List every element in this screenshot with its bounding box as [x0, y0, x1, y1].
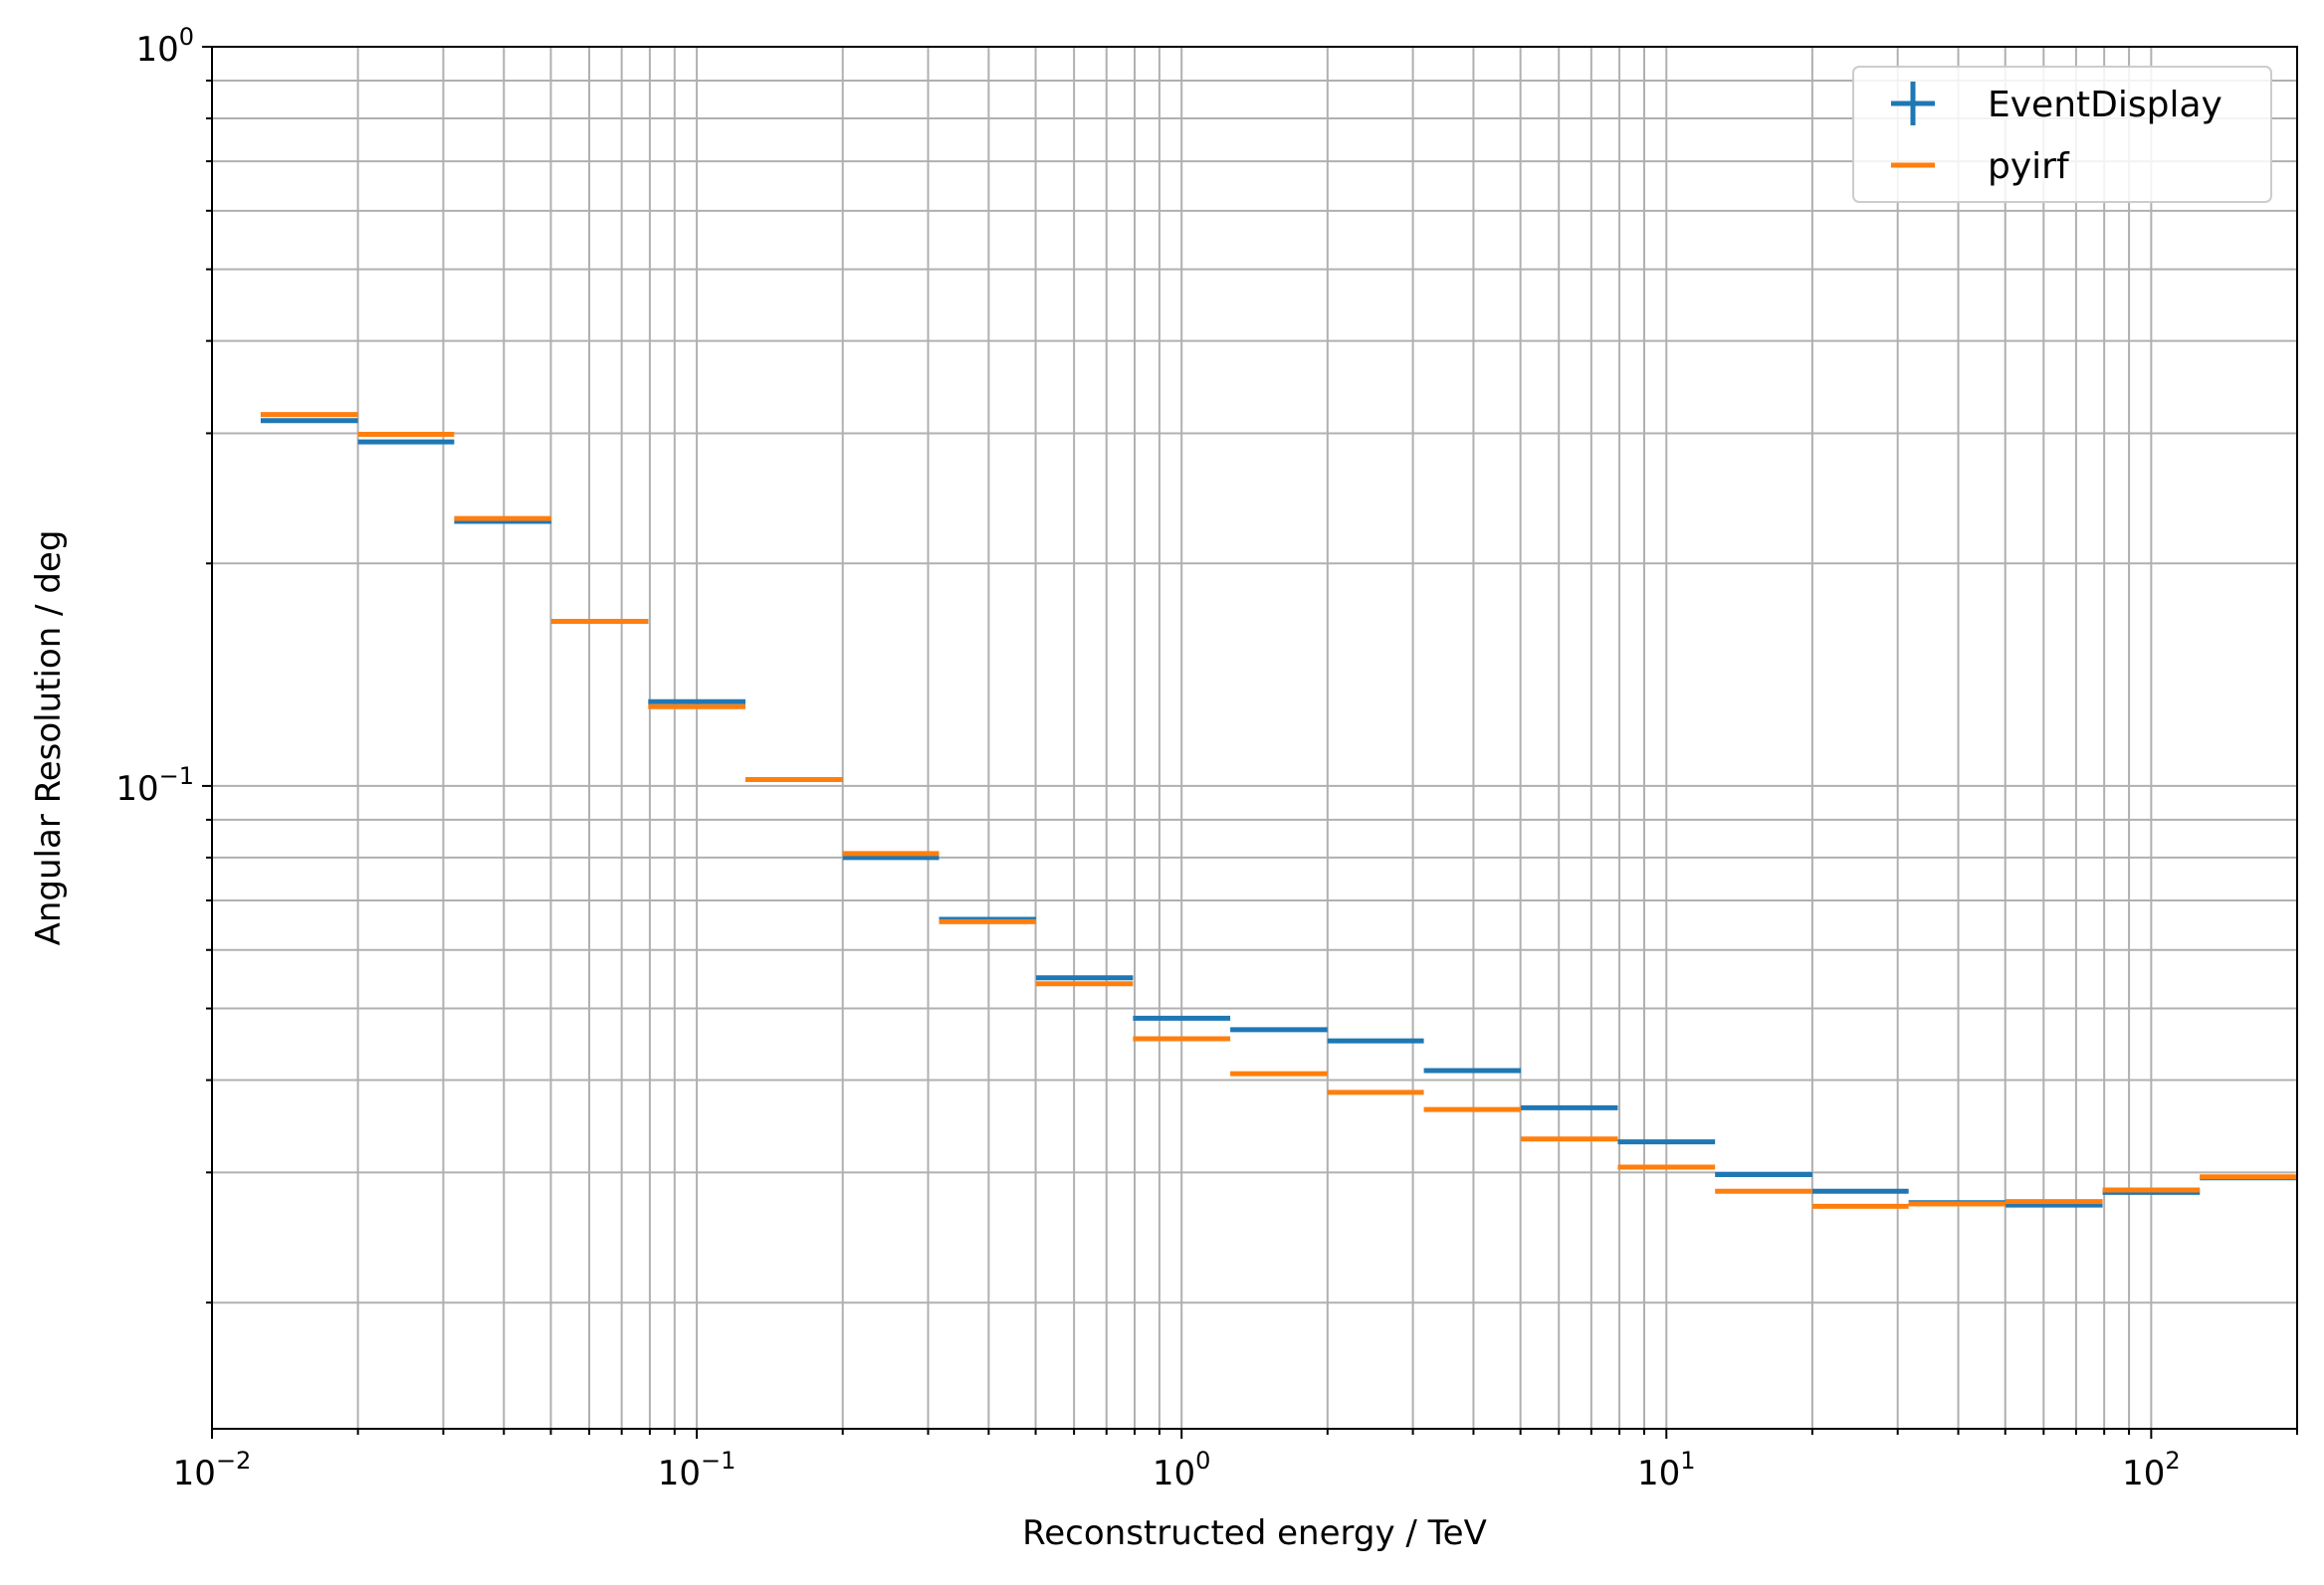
plot-series [260, 412, 2297, 1209]
legend-entry: EventDisplay [1891, 82, 2222, 125]
x-tick-label: 100 [1153, 1447, 1211, 1493]
x-tick-label: 10−1 [658, 1447, 737, 1493]
x-tick-label: 10−2 [173, 1447, 252, 1493]
axis-tick-labels: 10−2 10−1 100 101 102 10−1 100 [115, 23, 2180, 1493]
x-tick-label: 101 [1637, 1447, 1696, 1493]
legend: EventDisplay pyirf [1852, 66, 2272, 203]
series-pyirf [260, 412, 2297, 1209]
legend-label: EventDisplay [1988, 85, 2222, 125]
axis-ticks [202, 46, 2298, 1439]
legend-entries: EventDisplay pyirf [1891, 82, 2222, 187]
x-axis-label: Reconstructed energy / TeV [1022, 1513, 1487, 1553]
legend-box [1852, 66, 2272, 203]
y-tick-label: 100 [135, 23, 194, 70]
y-axis-label: Angular Resolution / deg [29, 530, 69, 946]
legend-entry: pyirf [1891, 146, 2070, 187]
legend-label: pyirf [1988, 146, 2070, 187]
plot-area-frame [211, 46, 2298, 1430]
y-tick-label: 10−1 [115, 762, 194, 809]
x-tick-label: 102 [2122, 1447, 2181, 1493]
